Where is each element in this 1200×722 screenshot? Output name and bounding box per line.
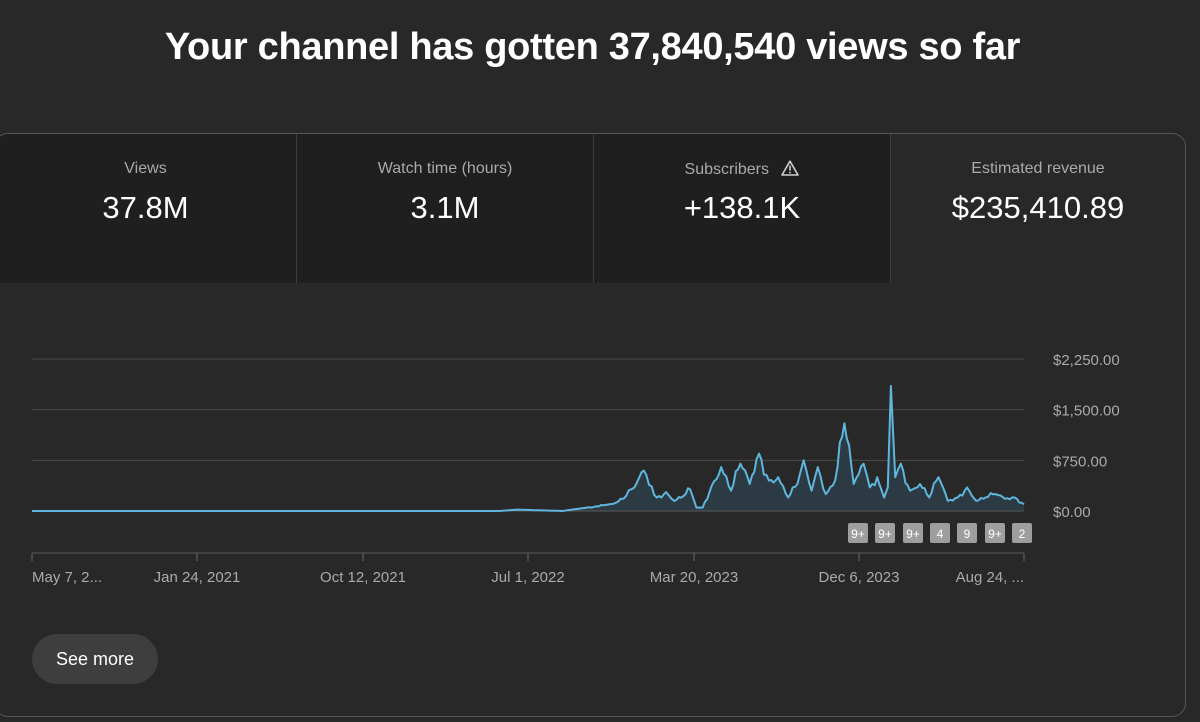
annotation-badge xyxy=(903,523,923,543)
metric-divider xyxy=(593,134,594,283)
x-tick-label: May 7, 2... xyxy=(32,569,102,586)
metric-tabs: Views 37.8M Watch time (hours) 3.1M Subs… xyxy=(0,134,1185,283)
annotation-badge xyxy=(875,523,895,543)
metric-value: 3.1M xyxy=(410,190,480,225)
metric-value: 37.8M xyxy=(102,190,189,225)
metric-tab-subscribers[interactable]: Subscribers +138.1K xyxy=(594,134,890,283)
annotation-badge-label: 9+ xyxy=(851,527,865,541)
warning-icon[interactable] xyxy=(781,160,800,181)
annotation-badge-label: 9+ xyxy=(906,527,920,541)
annotation-badge-label: 9 xyxy=(964,527,971,541)
metric-value: +138.1K xyxy=(683,190,801,225)
metric-label: Views xyxy=(124,160,167,177)
annotation-badge xyxy=(930,523,950,543)
analytics-card: Views 37.8M Watch time (hours) 3.1M Subs… xyxy=(0,133,1186,717)
series-area xyxy=(32,386,1024,511)
y-tick-label: $0.00 xyxy=(1053,504,1091,521)
x-tick-label: Aug 24, ... xyxy=(956,569,1024,586)
annotation-badge-label: 2 xyxy=(1019,527,1026,541)
y-tick-label: $750.00 xyxy=(1053,453,1107,470)
x-tick-label: Jan 24, 2021 xyxy=(154,569,241,586)
metric-tab-estimated-revenue[interactable]: Estimated revenue $235,410.89 xyxy=(891,134,1185,283)
metric-label: Estimated revenue xyxy=(971,160,1105,177)
annotation-badge xyxy=(848,523,868,543)
metric-tab-views[interactable]: Views 37.8M xyxy=(0,134,296,283)
annotation-badge-label: 9+ xyxy=(988,527,1002,541)
x-tick-label: Jul 1, 2022 xyxy=(491,569,564,586)
annotation-badge-label: 9+ xyxy=(878,527,892,541)
x-tick-label: Dec 6, 2023 xyxy=(819,569,900,586)
y-tick-label: $2,250.00 xyxy=(1053,352,1120,369)
metric-label-row: Subscribers xyxy=(594,160,890,181)
series-line xyxy=(32,385,1025,512)
x-tick-label: Oct 12, 2021 xyxy=(320,569,406,586)
metric-label: Watch time (hours) xyxy=(377,160,513,177)
annotation-badge xyxy=(1012,523,1032,543)
y-tick-label: $1,500.00 xyxy=(1053,403,1120,420)
x-tick-label: Mar 20, 2023 xyxy=(650,569,738,586)
metric-divider xyxy=(890,134,891,283)
metric-tab-watch-time[interactable]: Watch time (hours) 3.1M xyxy=(297,134,593,283)
metric-value: $235,410.89 xyxy=(951,190,1125,225)
annotation-badge xyxy=(985,523,1005,543)
metric-label: Subscribers xyxy=(684,161,770,178)
headline: Your channel has gotten 37,840,540 views… xyxy=(164,26,1021,68)
annotation-badge-label: 4 xyxy=(937,527,944,541)
see-more-button[interactable]: See more xyxy=(32,634,158,684)
metric-divider xyxy=(296,134,297,283)
annotation-badge xyxy=(957,523,977,543)
